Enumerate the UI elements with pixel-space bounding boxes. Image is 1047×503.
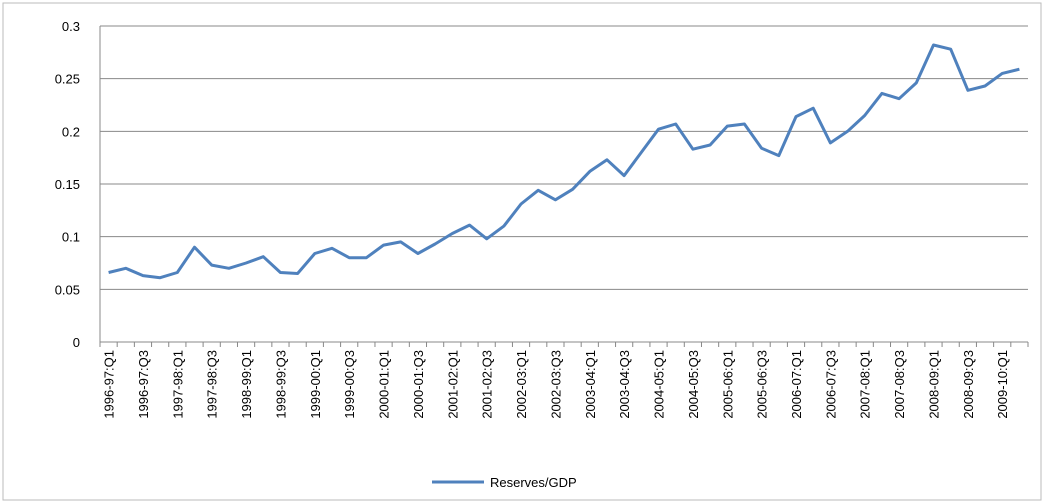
y-tick-label: 0.2 [62,124,80,139]
x-tick-label: 2005-06:Q1 [720,350,735,419]
x-tick-label: 2004-05:Q3 [686,350,701,419]
x-tick-label: 2004-05:Q1 [652,350,667,419]
x-tick-label: 2001-02:Q3 [480,350,495,419]
y-tick-label: 0.05 [55,282,80,297]
x-tick-label: 2006-07:Q3 [823,350,838,419]
x-tick-label: 1999-00:Q1 [308,350,323,419]
x-tick-label: 2009-10:Q1 [995,350,1010,419]
legend-label: Reserves/GDP [490,475,577,490]
x-tick-label: 2003-04:Q1 [583,350,598,419]
x-tick-label: 2000-01:Q3 [411,350,426,419]
x-tick-label: 1998-99:Q1 [239,350,254,419]
x-tick-label: 1997-98:Q1 [170,350,185,419]
y-tick-label: 0.25 [55,72,80,87]
x-tick-label: 2000-01:Q1 [377,350,392,419]
x-tick-label: 2007-08:Q3 [892,350,907,419]
y-tick-label: 0 [73,335,80,350]
y-tick-label: 0.15 [55,177,80,192]
x-tick-label: 1998-99:Q3 [273,350,288,419]
x-tick-label: 2001-02:Q1 [445,350,460,419]
x-tick-label: 1997-98:Q3 [205,350,220,419]
y-tick-label: 0.1 [62,230,80,245]
x-tick-label: 2006-07:Q1 [789,350,804,419]
x-tick-label: 2008-09:Q3 [961,350,976,419]
x-tick-label: 2008-09:Q1 [926,350,941,419]
x-tick-label: 2003-04:Q3 [617,350,632,419]
x-tick-label: 2005-06:Q3 [755,350,770,419]
x-tick-label: 1999-00:Q3 [342,350,357,419]
data-line [108,43,1020,280]
x-tick-label: 2002-03:Q3 [548,350,563,419]
y-tick-label: 0.3 [62,19,80,34]
x-tick-label: 2007-08:Q1 [858,350,873,419]
x-tick-label: 1996-97:Q3 [136,350,151,419]
x-tick-label: 1996-97:Q1 [102,350,117,419]
x-tick-label: 2002-03:Q1 [514,350,529,419]
